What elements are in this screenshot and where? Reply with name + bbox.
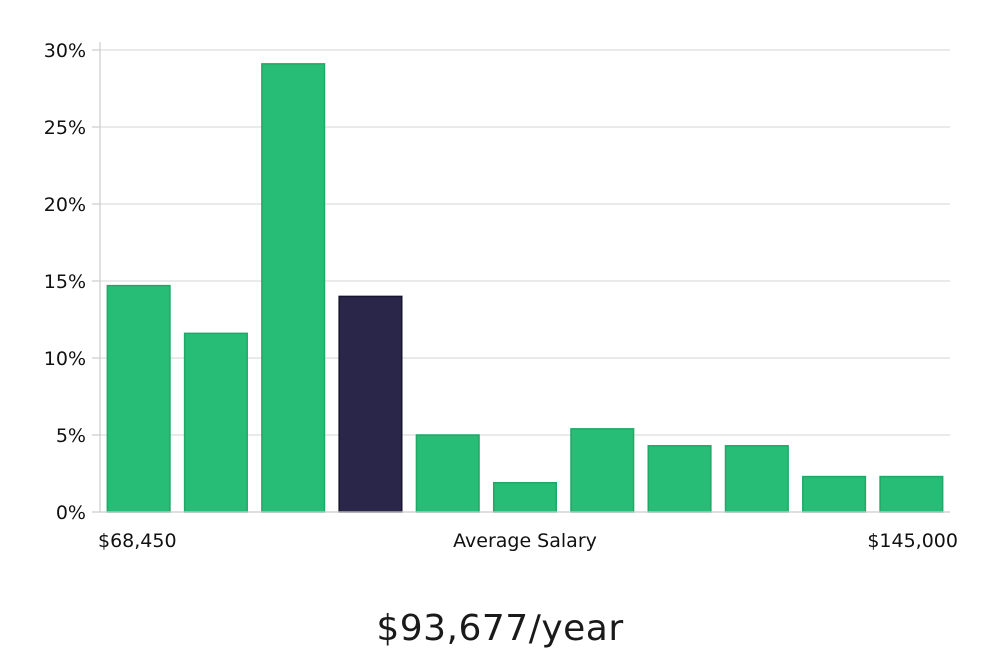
- y-tick-label: 30%: [44, 40, 86, 62]
- y-tick-label: 15%: [44, 271, 86, 293]
- y-tick-label: 20%: [44, 194, 86, 216]
- bar: [492, 481, 558, 513]
- average-salary-caption: $93,677/year: [376, 608, 624, 649]
- bar: [879, 475, 944, 513]
- y-tick-label: 25%: [44, 117, 86, 139]
- x-axis-title: Average Salary: [453, 530, 597, 552]
- x-max-label: $145,000: [867, 530, 958, 552]
- bar: [647, 445, 712, 513]
- bar: [106, 284, 171, 513]
- bar: [802, 475, 867, 513]
- bar: [415, 434, 480, 513]
- y-tick-label: 0%: [56, 502, 86, 524]
- x-min-label: $68,450: [98, 530, 177, 552]
- bar: [183, 332, 248, 513]
- axis-labels: $68,450 Average Salary $145,000 0% 5% 10% 1…: [44, 40, 958, 552]
- y-tick-label: 10%: [44, 348, 86, 370]
- axes: [92, 42, 950, 513]
- bar: [570, 428, 635, 513]
- salary-distribution-chart: $68,450 Average Salary $145,000 0% 5% 10% 1…: [44, 40, 958, 552]
- bar: [261, 63, 326, 513]
- y-tick-label: 5%: [56, 425, 86, 447]
- bar: [724, 445, 789, 513]
- bars: [106, 63, 944, 513]
- bar-highlighted: [338, 295, 403, 513]
